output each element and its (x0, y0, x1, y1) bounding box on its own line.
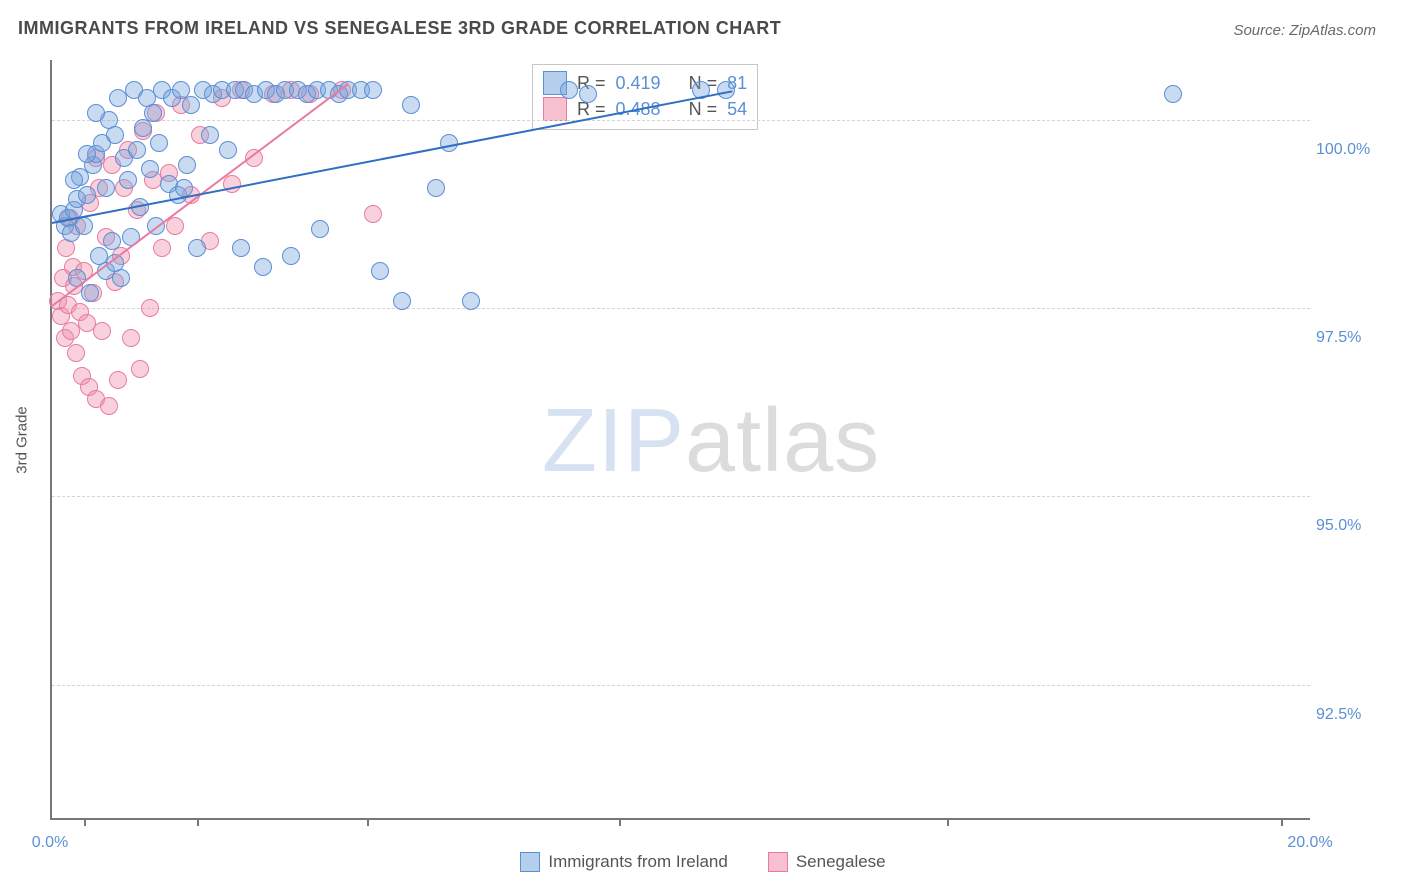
scatter-point-a (78, 145, 96, 163)
scatter-point-a (78, 186, 96, 204)
scatter-point-a (1164, 85, 1182, 103)
scatter-point-a (402, 96, 420, 114)
scatter-point-b (131, 360, 149, 378)
gridline-h (52, 685, 1310, 686)
scatter-point-b (93, 322, 111, 340)
x-tick-label: 0.0% (32, 834, 68, 852)
y-axis-label: 3rd Grade (14, 406, 31, 474)
scatter-point-a (393, 292, 411, 310)
gridline-h (52, 496, 1310, 497)
scatter-point-a (178, 156, 196, 174)
chart-title: IMMIGRANTS FROM IRELAND VS SENEGALESE 3R… (18, 18, 781, 39)
watermark: ZIPatlas (542, 390, 880, 493)
scatter-point-a (364, 81, 382, 99)
legend-label-b: Senegalese (796, 852, 886, 872)
legend-item-b: Senegalese (768, 852, 886, 872)
stats-b-n-label: N = (689, 99, 718, 120)
scatter-point-a (75, 217, 93, 235)
scatter-point-a (103, 232, 121, 250)
stats-a-r: 0.419 (616, 73, 661, 94)
scatter-point-b (364, 205, 382, 223)
scatter-point-a (311, 220, 329, 238)
scatter-point-b (67, 344, 85, 362)
x-tick (1281, 818, 1283, 826)
scatter-point-a (106, 126, 124, 144)
gridline-h (52, 308, 1310, 309)
scatter-point-a (717, 81, 735, 99)
scatter-point-b (109, 371, 127, 389)
legend-swatch-a-icon (520, 852, 540, 872)
y-tick-label: 92.5% (1316, 706, 1396, 724)
source-label: Source: ZipAtlas.com (1233, 22, 1376, 39)
x-tick (197, 818, 199, 826)
watermark-atlas: atlas (685, 391, 880, 491)
bottom-legend: Immigrants from Ireland Senegalese (0, 852, 1406, 872)
scatter-point-a (254, 258, 272, 276)
x-tick (947, 818, 949, 826)
scatter-point-a (427, 179, 445, 197)
scatter-point-a (119, 171, 137, 189)
y-tick-label: 100.0% (1316, 141, 1396, 159)
scatter-point-b (141, 299, 159, 317)
scatter-point-a (97, 179, 115, 197)
scatter-point-a (462, 292, 480, 310)
scatter-point-a (65, 171, 83, 189)
scatter-point-a (81, 284, 99, 302)
stats-b-n: 54 (727, 99, 747, 120)
legend-swatch-b-icon (768, 852, 788, 872)
scatter-point-b (100, 397, 118, 415)
scatter-point-a (579, 85, 597, 103)
y-tick-label: 97.5% (1316, 329, 1396, 347)
scatter-point-a (232, 239, 250, 257)
x-tick (367, 818, 369, 826)
scatter-point-a (182, 96, 200, 114)
scatter-point-a (150, 134, 168, 152)
gridline-h (52, 120, 1310, 121)
plot-area: ZIPatlas R = 0.419 N = 81 R = 0.488 N = … (50, 60, 1310, 820)
scatter-point-b (122, 329, 140, 347)
watermark-zip: ZIP (542, 391, 685, 491)
scatter-point-a (128, 141, 146, 159)
scatter-point-a (371, 262, 389, 280)
x-tick-label: 20.0% (1287, 834, 1332, 852)
legend-label-a: Immigrants from Ireland (548, 852, 728, 872)
scatter-point-a (560, 81, 578, 99)
scatter-point-a (219, 141, 237, 159)
y-tick-label: 95.0% (1316, 517, 1396, 535)
swatch-b-icon (543, 97, 567, 121)
legend-item-a: Immigrants from Ireland (520, 852, 728, 872)
scatter-point-a (87, 104, 105, 122)
x-tick (84, 818, 86, 826)
x-tick (619, 818, 621, 826)
scatter-point-a (201, 126, 219, 144)
scatter-point-a (134, 119, 152, 137)
scatter-point-a (188, 239, 206, 257)
scatter-point-b (153, 239, 171, 257)
scatter-point-a (141, 160, 159, 178)
scatter-point-a (282, 247, 300, 265)
